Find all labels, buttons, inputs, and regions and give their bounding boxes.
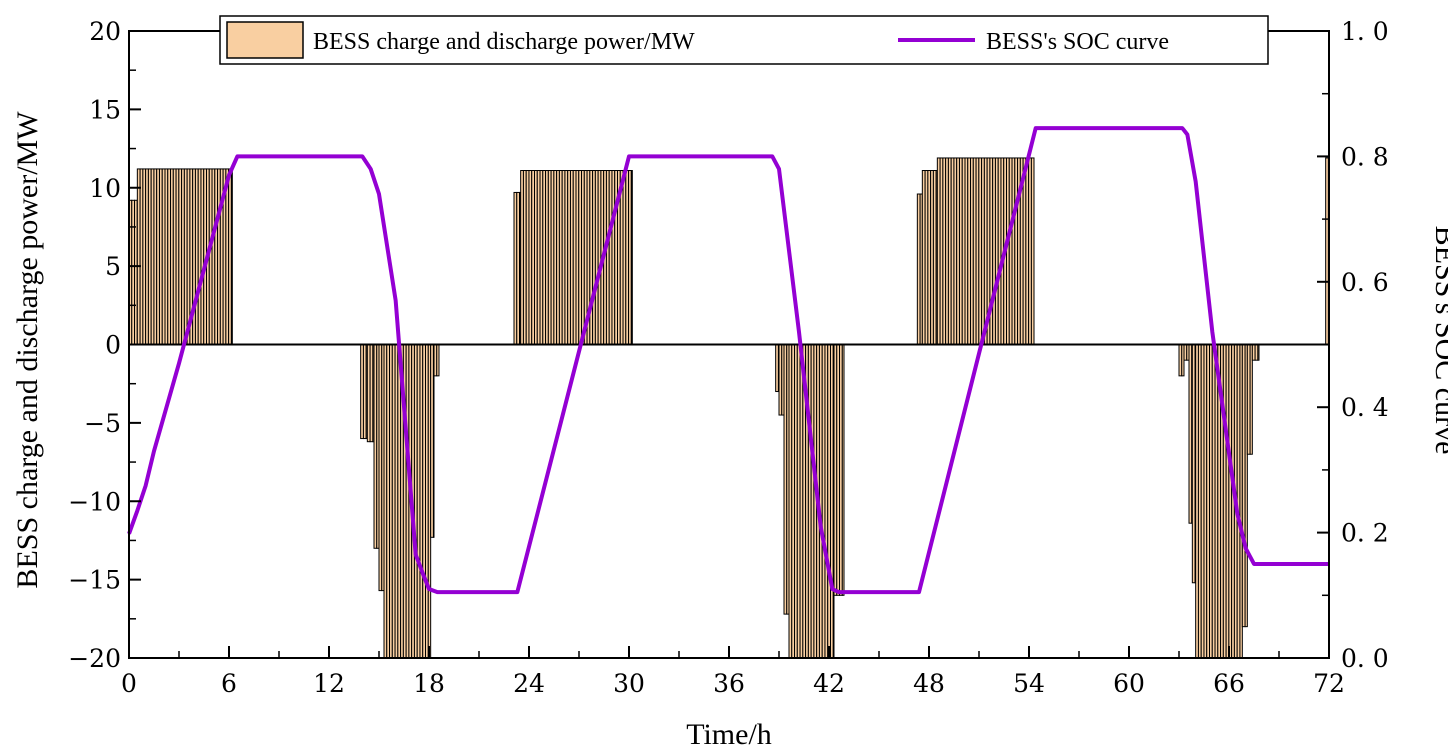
bar-segment [778,344,785,416]
y-axis-title-right: BESS's SOC curve [1429,226,1448,455]
bar-segment [1178,344,1185,377]
x-tick-label: 36 [713,669,745,698]
bar [1249,344,1253,455]
legend-line-label: BESS's SOC curve [986,29,1169,55]
bar [841,344,845,596]
bar [630,170,633,345]
bar-segment [373,344,380,549]
x-tick-label: 30 [613,669,645,698]
y-tick-label: 0 [105,331,121,360]
y-axis-title-left: BESS charge and discharge power/MW [11,111,44,589]
y-tick-label: −20 [68,644,121,673]
bar-segment [1246,344,1253,455]
bar-segment [128,199,139,345]
bar-segment [136,168,233,345]
x-tick-label: 60 [1113,669,1145,698]
bar-segment [513,191,522,345]
x-tick-label: 54 [1013,669,1045,698]
x-tick-label: 12 [313,669,345,698]
y-tick-label: 15 [89,95,121,124]
x-tick-label: 48 [913,669,945,698]
y2-tick-label: 0. 8 [1341,142,1389,171]
soc-line [127,126,1329,595]
y-tick-label: 20 [89,17,121,46]
x-tick-label: 42 [813,669,845,698]
y2-tick-label: 1. 0 [1341,17,1389,46]
x-tick-label: 18 [413,669,445,698]
bar-segment [520,170,633,345]
y-tick-label: −15 [68,566,121,595]
y-tick-label: 5 [105,252,121,281]
y2-tick-label: 0. 0 [1341,644,1389,673]
y-tick-label: −5 [84,409,121,438]
soc-line-group [127,126,1329,595]
legend-bar-swatch [226,21,304,59]
bar [1257,344,1260,361]
bar [436,344,440,377]
bar-segment [378,344,385,592]
y-axis-left: −20 −15 −10 −5 0 5 10 15 20 [68,17,141,673]
y2-tick-label: 0. 2 [1341,519,1389,548]
bar-segment [775,344,780,393]
legend: BESS charge and discharge power/MW BESS'… [219,15,1269,65]
y-tick-label: 10 [89,174,121,203]
bars-group [128,157,1330,659]
y-axis-right: 0. 0 0. 2 0. 4 0. 6 0. 8 1. 0 [1317,17,1389,673]
bar-segment [916,193,923,345]
bar-segment [1183,344,1190,361]
bar-segment [383,344,432,659]
bar-segment [1241,344,1248,628]
bar-segment [1251,344,1260,361]
x-axis-title: Time/h [686,718,772,750]
legend-bar-label: BESS charge and discharge power/MW [313,29,695,55]
bar-segment [366,344,375,443]
bar-segment [783,344,790,615]
x-tick-label: 0 [121,669,137,698]
legend-box [219,15,1269,65]
x-tick-label: 6 [221,669,237,698]
bar-segment [788,344,835,659]
bar-segment [360,344,368,440]
y2-tick-label: 0. 6 [1341,268,1389,297]
bar-segment [921,170,938,345]
bar [230,168,233,345]
x-tick-label: 66 [1213,669,1245,698]
bar-segment [833,344,845,596]
y-tick-label: −10 [68,487,121,516]
y2-tick-label: 0. 4 [1341,393,1389,422]
bar-segment [433,344,440,377]
bar [1030,157,1035,345]
x-axis: 0 6 12 18 24 30 36 42 48 54 60 66 72 [121,646,1345,698]
x-tick-label: 72 [1313,669,1345,698]
x-tick-label: 24 [513,669,545,698]
